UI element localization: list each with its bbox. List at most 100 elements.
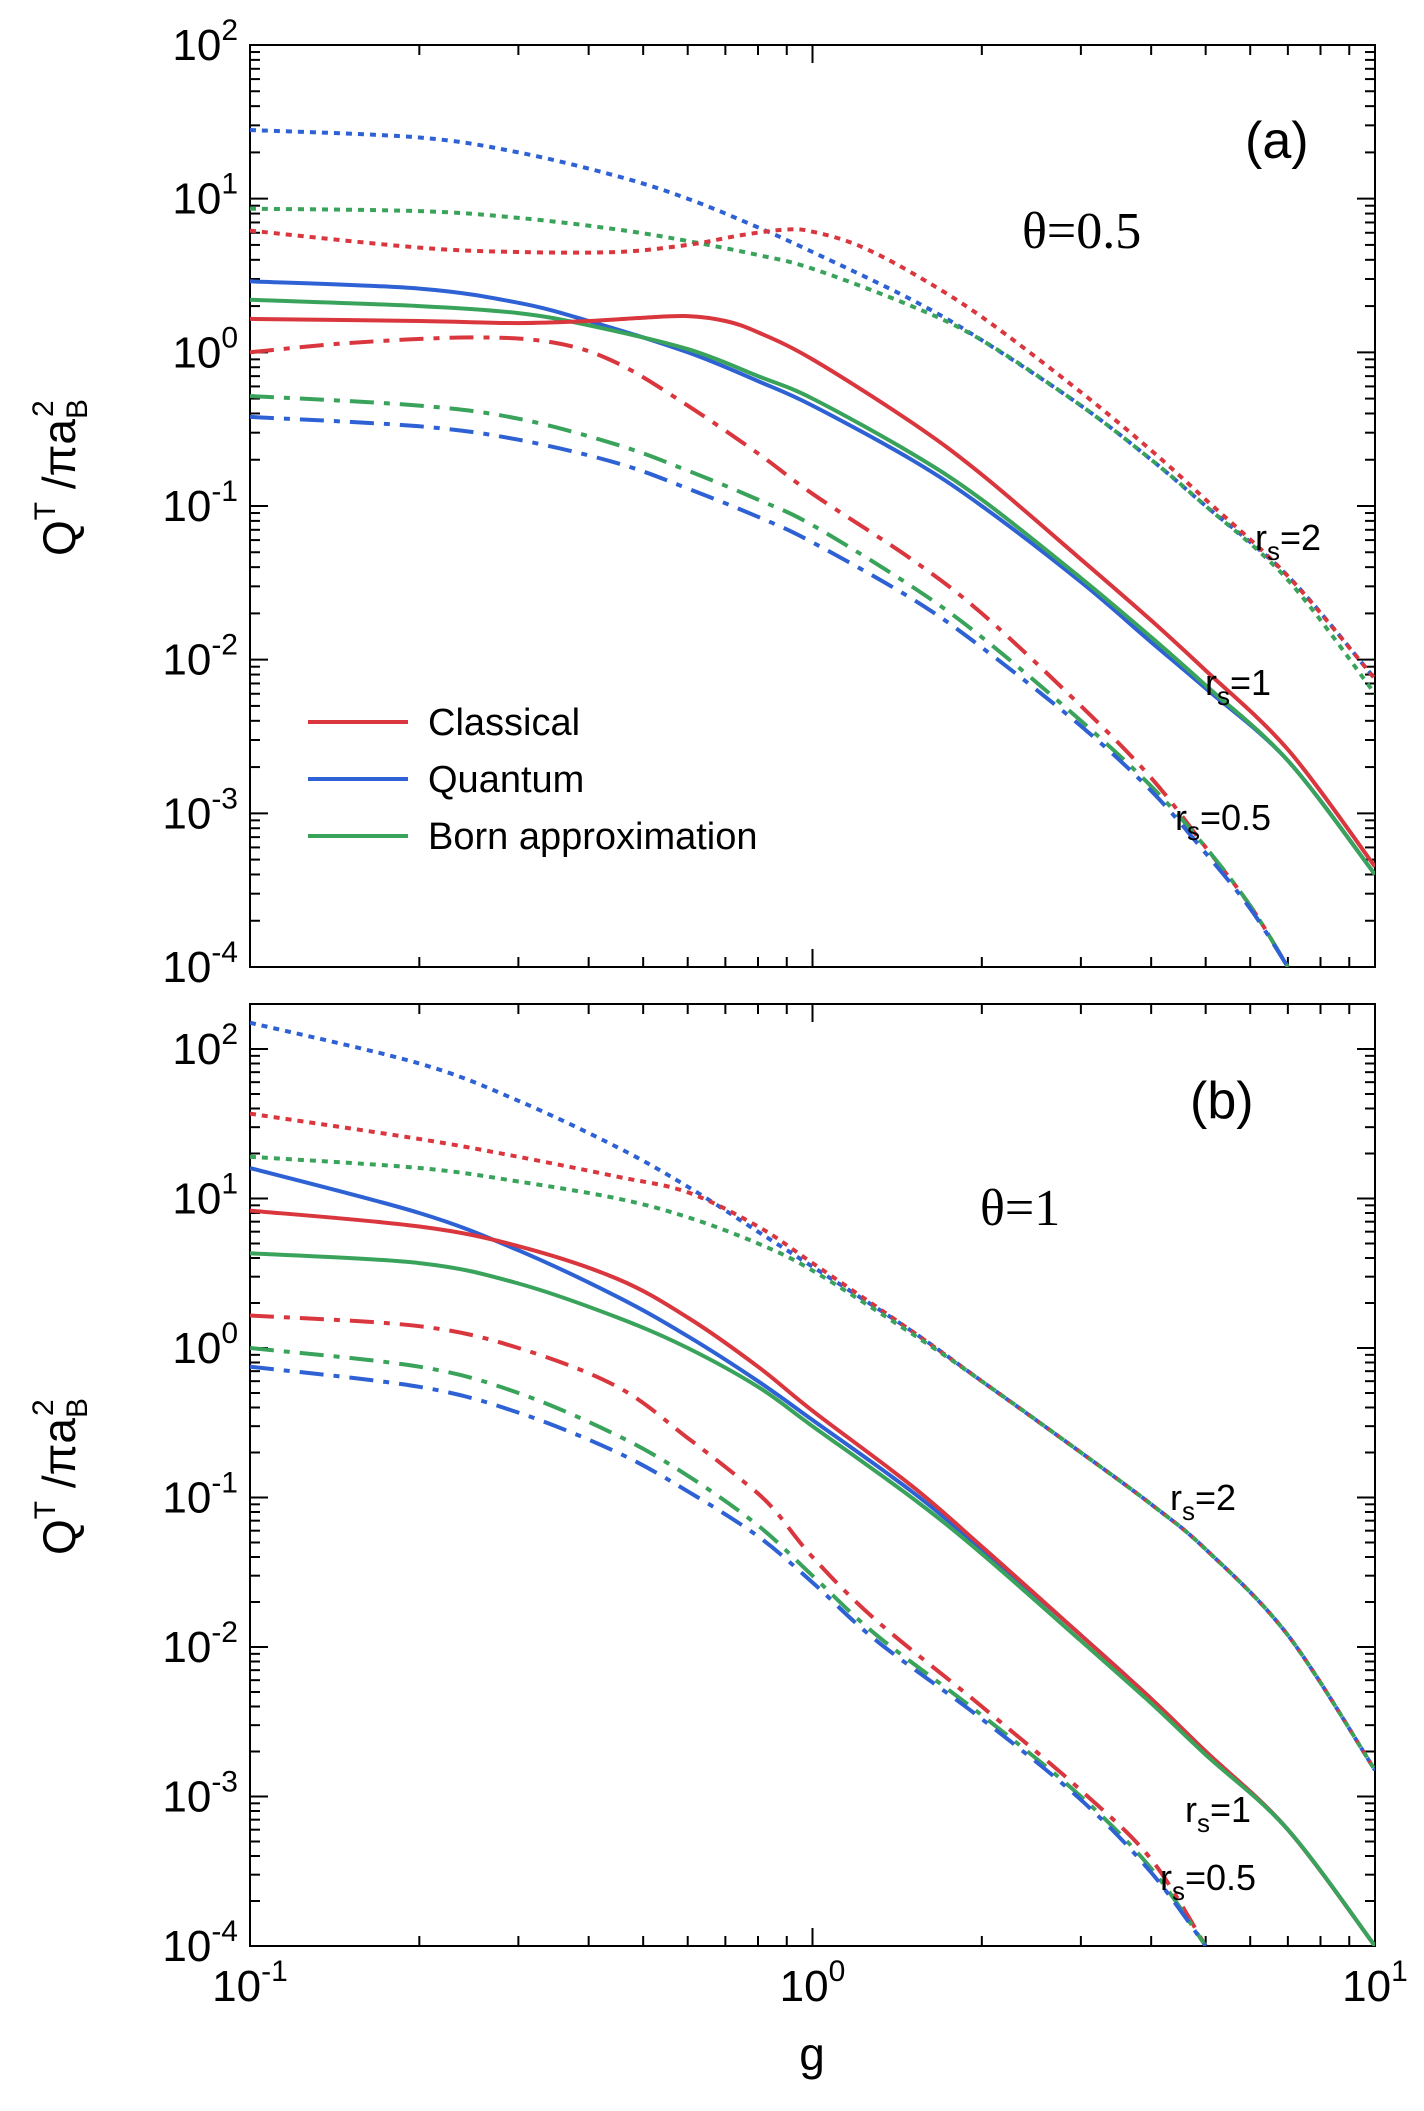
rs-label-prefix: r: [1255, 517, 1267, 558]
y-tick-label-base: 10: [172, 21, 221, 70]
series-classical-rs05: [250, 335, 1290, 967]
y-tick-label: 10-3: [162, 1766, 238, 1822]
y-axis-label-base: Q: [33, 1519, 85, 1555]
y-axis-label-sup2: 2: [27, 400, 60, 417]
y-tick-label-exp: -1: [211, 475, 238, 508]
series-quantum-rs1: [250, 279, 1375, 876]
x-tick-label: 10-1: [212, 1955, 288, 2011]
panel-b-theta: θ=1: [980, 1180, 1060, 1237]
rs-label-prefix: r: [1160, 1857, 1172, 1898]
rs-label-value: =1: [1230, 662, 1271, 703]
panel-b-label: (b): [1190, 1072, 1254, 1130]
y-axis-label-sup: T: [29, 502, 62, 520]
rs-label-value: =1: [1210, 1789, 1251, 1830]
panel-a-y-axis-label: QT /πaB2: [27, 399, 94, 556]
y-tick-label-base: 10: [162, 1474, 211, 1523]
y-tick-label: 10-4: [162, 936, 238, 992]
y-tick-label-exp: -4: [211, 1915, 238, 1948]
y-tick-label-exp: 0: [221, 1317, 238, 1350]
series-born-approximation-rs1: [250, 1251, 1375, 1946]
y-axis-label-mid: /πa: [33, 419, 85, 502]
series-born-approximation-rs1: [250, 297, 1375, 876]
legend-label-quantum: Quantum: [428, 759, 584, 801]
rs-label-rs05: rs=0.5: [1160, 1857, 1256, 1906]
panel-a-series: [250, 128, 1375, 967]
panel-a-label: (a): [1245, 112, 1309, 170]
y-tick-label-exp: -2: [211, 629, 238, 662]
y-tick-label: 10-1: [162, 1467, 238, 1523]
y-axis-label-sub: B: [61, 399, 94, 419]
panel-b-x-tick-labels: 10-1 100 101: [212, 1955, 1408, 2011]
panel-b-y-axis-label: QT /πaB2: [27, 1398, 94, 1555]
y-tick-label: 10-4: [162, 1915, 238, 1971]
x-tick-label: 101: [1342, 1955, 1408, 2011]
legend: Classical Quantum Born approximation: [308, 702, 758, 858]
series-quantum-rs05: [250, 414, 1290, 967]
y-tick-label: 10-2: [162, 1616, 238, 1672]
series-classical-rs2: [250, 227, 1375, 681]
rs-label-sub: s: [1182, 1496, 1195, 1526]
series-quantum-rs2: [250, 128, 1375, 681]
y-axis-label-base: Q: [33, 520, 85, 556]
rs-label-rs1: rs=1: [1185, 1789, 1251, 1838]
y-tick-label-exp: 2: [221, 1018, 238, 1051]
y-tick-label-base: 10: [172, 1175, 221, 1224]
y-tick-label-base: 10: [162, 943, 211, 992]
y-tick-label-base: 10: [172, 175, 221, 224]
y-axis-label-mid: /πa: [33, 1418, 85, 1501]
y-tick-label: 10-1: [162, 475, 238, 531]
y-tick-label: 102: [172, 14, 238, 70]
y-tick-label-base: 10: [162, 1623, 211, 1672]
y-tick-label-exp: 1: [221, 168, 238, 201]
y-axis-label-sup2: 2: [27, 1399, 60, 1416]
rs-label-value: =2: [1195, 1477, 1236, 1518]
y-tick-label: 101: [172, 168, 238, 224]
y-tick-label: 100: [172, 1317, 238, 1373]
x-tick-label-base: 10: [1342, 1962, 1391, 2011]
rs-label-rs2: rs=2: [1170, 1477, 1236, 1526]
rs-label-prefix: r: [1170, 1477, 1182, 1518]
rs-label-prefix: r: [1205, 662, 1217, 703]
y-axis-label-sub: B: [61, 1398, 94, 1418]
y-tick-label-base: 10: [162, 789, 211, 838]
rs-label-sub: s: [1187, 816, 1200, 846]
series-born-approximation-rs2: [250, 206, 1375, 696]
y-tick-label-base: 10: [162, 636, 211, 685]
y-tick-label-exp: -2: [211, 1616, 238, 1649]
x-tick-label-exp: -1: [261, 1955, 288, 1988]
rs-label-sub: s: [1217, 681, 1230, 711]
series-classical-rs1: [250, 1208, 1375, 1946]
y-tick-label-exp: 1: [221, 1168, 238, 1201]
x-tick-label-exp: 0: [829, 1955, 846, 1988]
y-tick-label-base: 10: [162, 1922, 211, 1971]
panel-a-theta: θ=0.5: [1022, 203, 1141, 260]
panel-a-ticks: [249, 44, 1376, 968]
rs-label-value: =2: [1280, 517, 1321, 558]
series-born-approximation-rs2: [250, 1154, 1375, 1772]
y-tick-label-exp: -3: [211, 1766, 238, 1799]
x-axis-label: g: [799, 2028, 825, 2080]
y-tick-label-exp: -4: [211, 936, 238, 969]
y-tick-label-base: 10: [172, 1324, 221, 1373]
rs-label-rs1: rs=1: [1205, 662, 1271, 711]
rs-label-rs05: rs=0.5: [1175, 797, 1271, 846]
rs-label-sub: s: [1267, 536, 1280, 566]
panel-b-ticks: [249, 1003, 1376, 1947]
series-classical-rs1: [250, 313, 1375, 868]
y-tick-label-exp: 2: [221, 14, 238, 47]
series-quantum-rs2: [250, 1020, 1375, 1772]
x-tick-label: 100: [780, 1955, 846, 2011]
y-tick-label-base: 10: [172, 1025, 221, 1074]
series-born-approximation-rs05: [250, 394, 1290, 967]
y-tick-label-exp: -3: [211, 782, 238, 815]
rs-label-rs2: rs=2: [1255, 517, 1321, 566]
rs-label-sub: s: [1172, 1876, 1185, 1906]
series-quantum-rs05: [250, 1364, 1208, 1946]
panel-b-series: [250, 1020, 1375, 1946]
panel-b-rs-labels: rs=2rs=1rs=0.5: [1160, 1477, 1256, 1906]
